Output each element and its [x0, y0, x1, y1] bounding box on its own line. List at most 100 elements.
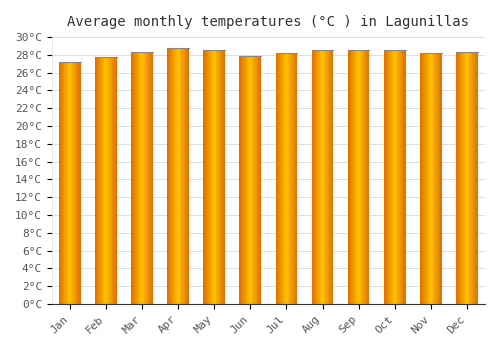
Bar	[440, 53, 441, 304]
Bar	[362, 50, 363, 304]
Bar	[68, 62, 69, 304]
Bar	[332, 50, 334, 304]
Bar	[358, 50, 360, 304]
Bar	[365, 50, 366, 304]
Bar	[285, 53, 286, 304]
Bar	[70, 62, 71, 304]
Bar	[184, 48, 186, 304]
Bar	[69, 62, 70, 304]
Bar	[204, 50, 205, 304]
Bar	[294, 53, 295, 304]
Bar	[168, 48, 170, 304]
Bar	[466, 52, 467, 304]
Bar	[426, 53, 427, 304]
Bar	[132, 52, 134, 304]
Bar	[313, 50, 314, 304]
Bar	[328, 50, 329, 304]
Bar	[392, 50, 394, 304]
Bar	[188, 48, 189, 304]
Bar	[425, 53, 426, 304]
Bar	[249, 56, 250, 304]
Bar	[175, 48, 176, 304]
Bar	[321, 50, 322, 304]
Bar	[205, 50, 206, 304]
Bar	[136, 52, 137, 304]
Bar	[59, 62, 60, 304]
Bar	[435, 53, 436, 304]
Bar	[402, 50, 404, 304]
Bar	[400, 50, 401, 304]
Bar	[475, 52, 476, 304]
Bar	[213, 50, 214, 304]
Bar	[135, 52, 136, 304]
Bar	[474, 52, 475, 304]
Bar	[326, 50, 327, 304]
Bar	[276, 53, 277, 304]
Bar	[152, 52, 153, 304]
Bar	[465, 52, 466, 304]
Bar	[428, 53, 430, 304]
Bar	[102, 57, 103, 304]
Bar	[251, 56, 252, 304]
Bar	[112, 57, 113, 304]
Bar	[182, 48, 183, 304]
Bar	[243, 56, 244, 304]
Bar	[457, 52, 458, 304]
Bar	[368, 50, 370, 304]
Bar	[279, 53, 280, 304]
Bar	[357, 50, 358, 304]
Bar	[150, 52, 152, 304]
Bar	[467, 52, 468, 304]
Bar	[397, 50, 398, 304]
Bar	[398, 50, 399, 304]
Bar	[331, 50, 332, 304]
Bar	[62, 62, 64, 304]
Bar	[461, 52, 462, 304]
Bar	[114, 57, 116, 304]
Bar	[103, 57, 104, 304]
Bar	[222, 50, 223, 304]
Bar	[286, 53, 287, 304]
Bar	[206, 50, 207, 304]
Bar	[98, 57, 100, 304]
Bar	[293, 53, 294, 304]
Bar	[171, 48, 172, 304]
Bar	[384, 50, 386, 304]
Bar	[178, 48, 179, 304]
Bar	[363, 50, 364, 304]
Bar	[259, 56, 260, 304]
Bar	[458, 52, 459, 304]
Bar	[258, 56, 259, 304]
Bar	[176, 48, 178, 304]
Bar	[324, 50, 326, 304]
Bar	[277, 53, 278, 304]
Bar	[71, 62, 72, 304]
Bar	[431, 53, 432, 304]
Bar	[422, 53, 423, 304]
Bar	[134, 52, 135, 304]
Bar	[104, 57, 105, 304]
Bar	[430, 53, 431, 304]
Bar	[147, 52, 148, 304]
Bar	[79, 62, 80, 304]
Bar	[216, 50, 217, 304]
Bar	[282, 53, 283, 304]
Bar	[108, 57, 109, 304]
Bar	[78, 62, 79, 304]
Bar	[209, 50, 210, 304]
Bar	[76, 62, 77, 304]
Bar	[427, 53, 428, 304]
Bar	[170, 48, 171, 304]
Bar	[110, 57, 111, 304]
Bar	[432, 53, 433, 304]
Bar	[420, 53, 422, 304]
Bar	[187, 48, 188, 304]
Bar	[424, 53, 425, 304]
Bar	[318, 50, 319, 304]
Bar	[469, 52, 470, 304]
Bar	[148, 52, 149, 304]
Bar	[462, 52, 464, 304]
Bar	[329, 50, 330, 304]
Bar	[352, 50, 353, 304]
Bar	[287, 53, 288, 304]
